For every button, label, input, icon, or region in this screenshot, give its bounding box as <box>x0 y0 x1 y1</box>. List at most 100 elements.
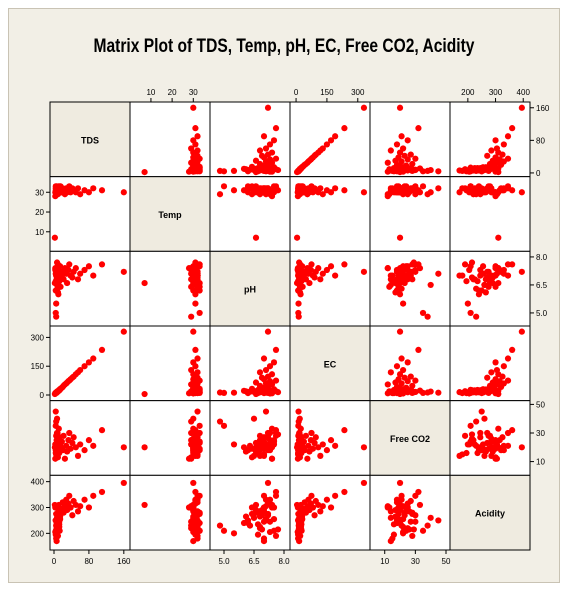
cell-background <box>129 176 211 252</box>
data-point <box>401 183 408 190</box>
bottom-tick-label: 80 <box>84 557 93 566</box>
data-point <box>396 328 404 335</box>
data-point <box>298 164 306 171</box>
data-point <box>188 418 195 425</box>
data-point <box>456 189 463 196</box>
data-point <box>471 276 478 283</box>
cell-1-5 <box>449 176 531 252</box>
data-point <box>311 512 318 519</box>
data-point <box>57 276 64 283</box>
data-point <box>493 366 501 374</box>
data-point <box>305 442 312 449</box>
data-point <box>194 434 201 441</box>
data-point <box>270 438 278 445</box>
data-point <box>98 488 106 496</box>
data-point <box>415 488 422 496</box>
data-point <box>90 185 97 192</box>
data-point <box>274 166 282 174</box>
data-point <box>297 265 304 272</box>
data-point <box>272 488 280 496</box>
data-point <box>341 261 348 268</box>
data-point <box>190 447 197 454</box>
data-point <box>492 137 499 144</box>
data-point <box>72 265 79 272</box>
data-point <box>54 283 62 290</box>
data-point <box>230 167 238 174</box>
data-point <box>74 185 82 192</box>
data-point <box>256 386 264 393</box>
data-point <box>268 425 276 432</box>
data-point <box>52 408 59 415</box>
data-point <box>256 523 264 530</box>
right-tick-label: 30 <box>536 429 545 438</box>
diagonal-label: pH <box>244 285 256 295</box>
data-point <box>319 441 326 448</box>
data-point <box>304 455 311 462</box>
data-point <box>188 504 195 511</box>
data-point <box>274 187 282 194</box>
data-point <box>424 522 431 529</box>
diagonal-cell-acidity: Acidity <box>449 474 531 551</box>
data-point <box>295 418 302 425</box>
data-point <box>415 346 422 353</box>
data-point <box>407 518 414 525</box>
top-tick-label: 300 <box>351 88 365 97</box>
data-point <box>315 444 322 451</box>
data-point <box>258 152 266 159</box>
data-point <box>98 346 106 353</box>
data-point <box>478 408 485 415</box>
data-point <box>141 444 148 451</box>
data-point <box>268 387 276 394</box>
data-point <box>395 376 402 383</box>
data-point <box>67 504 74 511</box>
data-point <box>120 189 127 196</box>
data-point <box>51 234 58 241</box>
cell-3-4 <box>369 325 451 402</box>
data-point <box>298 518 305 525</box>
bottom-tick-label: 50 <box>442 557 451 566</box>
data-point <box>317 452 324 459</box>
data-point <box>220 422 228 429</box>
data-point <box>297 439 304 447</box>
data-point <box>309 445 317 452</box>
data-point <box>311 274 318 281</box>
data-point <box>495 234 502 241</box>
data-point <box>463 389 470 397</box>
data-point <box>504 272 512 279</box>
data-point <box>486 439 494 447</box>
data-point <box>396 234 404 241</box>
data-point <box>246 185 254 192</box>
data-point <box>57 513 64 520</box>
data-point <box>98 427 106 434</box>
data-point <box>486 183 494 190</box>
cell-5-4 <box>369 474 451 551</box>
data-point <box>504 133 512 140</box>
data-point <box>192 488 199 496</box>
data-point <box>262 445 270 452</box>
data-point <box>268 149 276 156</box>
data-point <box>56 518 63 525</box>
data-point <box>387 147 394 154</box>
data-point <box>53 259 61 266</box>
data-point <box>327 504 335 511</box>
cell-5-0 <box>49 474 131 551</box>
data-point <box>296 259 303 266</box>
top-tick-label: 0 <box>294 88 299 97</box>
data-point <box>495 265 502 272</box>
data-point <box>298 276 306 283</box>
data-point <box>194 133 201 140</box>
data-point <box>393 141 401 148</box>
data-point <box>401 388 408 395</box>
data-point <box>393 363 401 370</box>
data-point <box>500 447 507 454</box>
data-point <box>188 313 195 320</box>
data-point <box>319 145 326 152</box>
data-point <box>260 355 268 362</box>
data-point <box>398 492 405 499</box>
data-point <box>77 366 84 374</box>
diagonal-label: TDS <box>81 135 99 145</box>
data-point <box>216 389 224 396</box>
data-point <box>482 164 489 171</box>
data-point <box>360 189 368 196</box>
data-point <box>332 442 339 449</box>
